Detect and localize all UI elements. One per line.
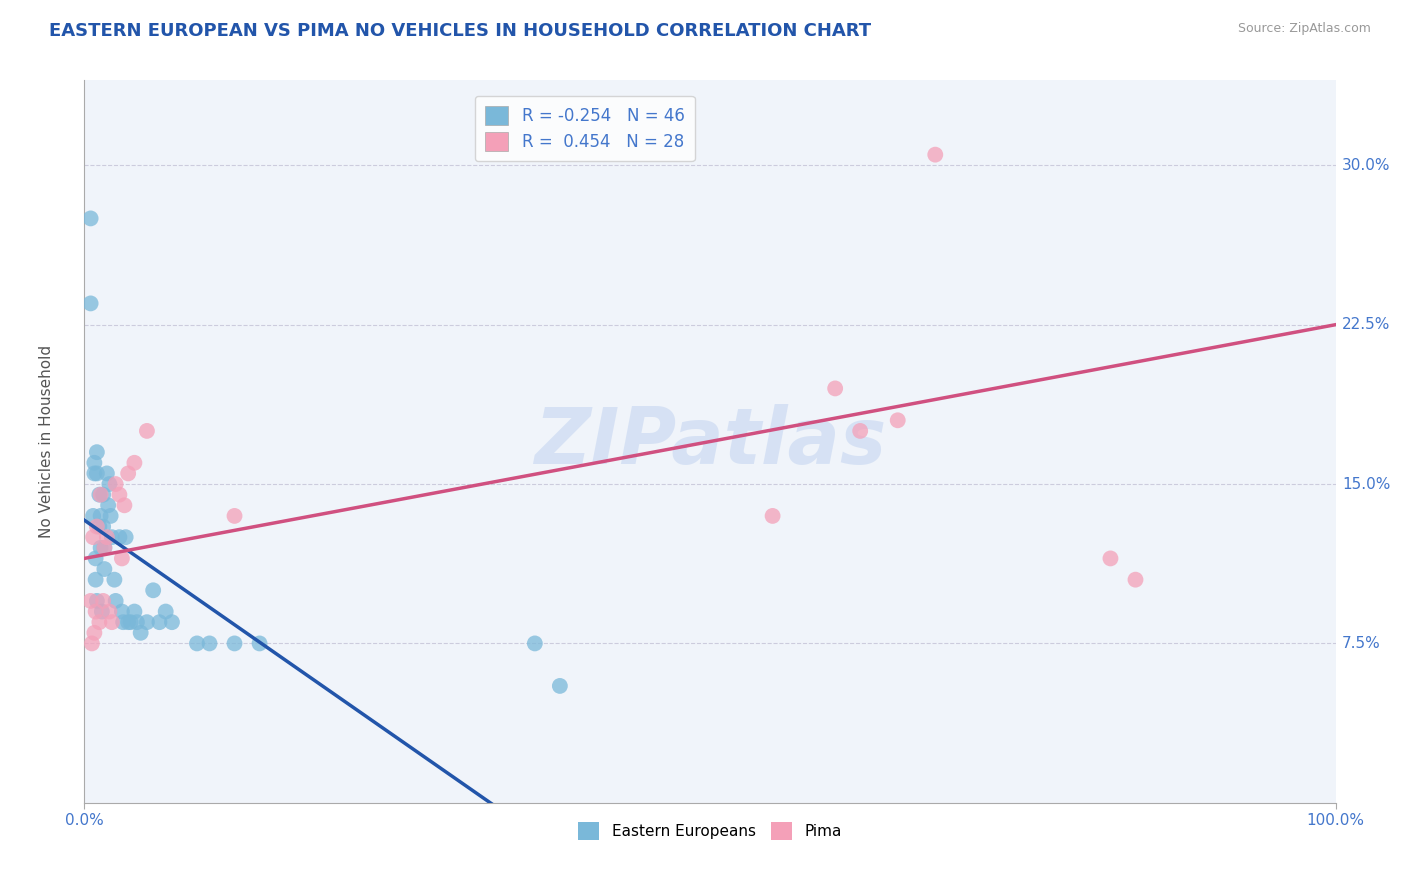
Text: 22.5%: 22.5% [1341,318,1391,332]
Point [89,519,111,533]
Point [91,488,114,502]
Point [84,551,107,566]
Point [101,530,124,544]
Point [91,594,114,608]
Point [117,467,139,481]
Point [523,636,546,650]
Point [125,615,148,630]
Point [98,605,121,619]
Point [155,605,177,619]
Point [83,456,105,470]
Point [100,508,122,523]
Point [160,615,183,630]
Point [124,456,146,470]
Point [93,562,115,576]
Point [84,605,107,619]
Point [148,615,170,630]
Text: ZIPatlas: ZIPatlas [534,403,886,480]
Point [86,519,108,533]
Point [924,147,946,161]
Legend: Eastern Europeans, Pima: Eastern Europeans, Pima [572,816,848,846]
Point [114,530,136,544]
Point [548,679,571,693]
Point [90,508,112,523]
Point [96,530,118,544]
Point [136,615,159,630]
Point [104,477,127,491]
Point [1099,551,1122,566]
Point [93,541,115,555]
Point [124,605,146,619]
Point [136,424,159,438]
Point [79,211,101,226]
Point [762,508,785,523]
Point [98,477,121,491]
Point [112,498,135,512]
Point [89,488,111,502]
Text: 15.0%: 15.0% [1341,476,1391,491]
Point [111,605,134,619]
Point [129,625,152,640]
Point [83,467,105,481]
Point [108,530,131,544]
Point [112,615,135,630]
Point [101,615,124,630]
Point [96,467,118,481]
Text: EASTERN EUROPEAN VS PIMA NO VEHICLES IN HOUSEHOLD CORRELATION CHART: EASTERN EUROPEAN VS PIMA NO VEHICLES IN … [49,22,872,40]
Point [1125,573,1147,587]
Point [198,636,221,650]
Point [887,413,910,427]
Point [117,615,139,630]
Point [111,551,134,566]
Point [93,541,115,555]
Point [80,636,103,650]
Point [90,488,112,502]
Point [103,573,125,587]
Point [224,636,246,650]
Point [84,573,107,587]
Point [86,467,108,481]
Point [142,583,165,598]
Text: 30.0%: 30.0% [1341,158,1391,173]
Point [824,381,846,395]
Point [79,296,101,310]
Point [82,508,104,523]
Text: Source: ZipAtlas.com: Source: ZipAtlas.com [1237,22,1371,36]
Point [91,519,114,533]
Point [90,541,112,555]
Point [79,594,101,608]
Point [82,530,104,544]
Text: 7.5%: 7.5% [1341,636,1381,651]
Point [90,605,112,619]
Text: No Vehicles in Household: No Vehicles in Household [39,345,55,538]
Point [120,615,142,630]
Point [86,594,108,608]
Point [108,488,131,502]
Point [104,594,127,608]
Point [89,615,111,630]
Point [97,498,120,512]
Point [186,636,208,650]
Point [83,625,105,640]
Point [249,636,271,650]
Point [86,445,108,459]
Point [224,508,246,523]
Point [849,424,872,438]
